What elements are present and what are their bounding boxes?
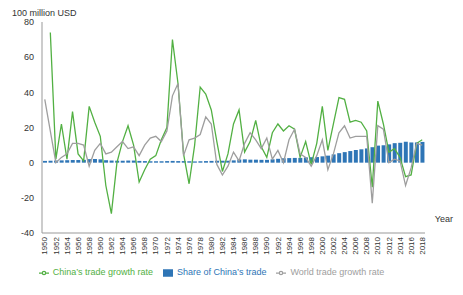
svg-text:1952: 1952 (52, 236, 61, 254)
html-text:Share of China’s trade: Share of China’s trade (177, 267, 267, 277)
svg-text:1986: 1986 (240, 236, 249, 254)
svg-text:1984: 1984 (229, 236, 238, 254)
svg-text:40: 40 (24, 88, 34, 98)
svg-text:2012: 2012 (385, 236, 394, 254)
svg-text:1980: 1980 (207, 236, 216, 254)
svg-text:2016: 2016 (407, 236, 416, 254)
svg-text:1954: 1954 (63, 236, 72, 254)
svg-text:1996: 1996 (296, 236, 305, 254)
svg-text:80: 80 (24, 17, 34, 27)
html-text:World trade growth rate: World trade growth rate (290, 267, 385, 277)
html-text:China’s trade growth rate: China’s trade growth rate (52, 267, 153, 277)
svg-text:1962: 1962 (107, 236, 116, 254)
svg-text:2014: 2014 (396, 236, 405, 254)
svg-text:2010: 2010 (373, 236, 382, 254)
svg-text:1956: 1956 (74, 236, 83, 254)
svg-text:1958: 1958 (85, 236, 94, 254)
svg-text:1976: 1976 (185, 236, 194, 254)
svg-text:1970: 1970 (151, 236, 160, 254)
svg-text:2018: 2018 (418, 236, 427, 254)
svg-text:2002: 2002 (329, 236, 338, 254)
svg-text:2008: 2008 (362, 236, 371, 254)
svg-text:1982: 1982 (218, 236, 227, 254)
svg-text:1978: 1978 (196, 236, 205, 254)
svg-text:2000: 2000 (318, 236, 327, 254)
svg-text:1972: 1972 (163, 236, 172, 254)
svg-text:0: 0 (29, 158, 34, 168)
svg-text:1990: 1990 (262, 236, 271, 254)
svg-text:1960: 1960 (96, 236, 105, 254)
svg-text:1994: 1994 (285, 236, 294, 254)
svg-text:60: 60 (24, 52, 34, 62)
svg-text:20: 20 (24, 123, 34, 133)
svg-text:1988: 1988 (251, 236, 260, 254)
svg-text:1968: 1968 (140, 236, 149, 254)
svg-text:1992: 1992 (274, 236, 283, 254)
html-text:Year: Year (434, 214, 453, 224)
svg-text:1964: 1964 (118, 236, 127, 254)
svg-text:1974: 1974 (174, 236, 183, 254)
svg-text:1950: 1950 (40, 236, 49, 254)
svg-text:1998: 1998 (307, 236, 316, 254)
svg-text:1966: 1966 (129, 236, 138, 254)
svg-text:-40: -40 (21, 228, 34, 238)
svg-text:2004: 2004 (340, 236, 349, 254)
svg-text:2006: 2006 (351, 236, 360, 254)
svg-text:-20: -20 (21, 193, 34, 203)
html-text:100 million USD: 100 million USD (12, 8, 77, 18)
